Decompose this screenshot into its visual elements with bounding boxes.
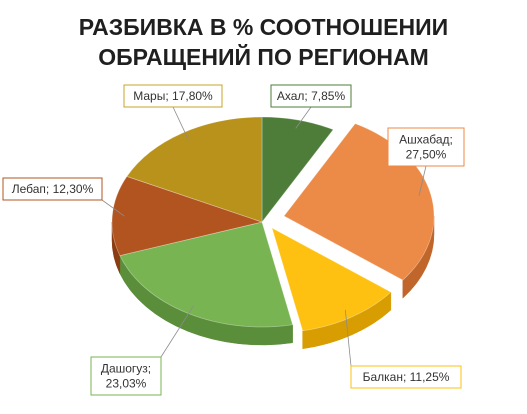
leader-line-5 — [101, 199, 125, 217]
pie-slice-4 — [119, 221, 294, 328]
data-label-6: Мары; 17,80% — [133, 89, 213, 103]
leader-line-1 — [295, 106, 312, 129]
data-label-5: Лебап; 12,30% — [12, 182, 94, 196]
data-label-box-5 — [2, 177, 103, 201]
data-label-2: Ашхабад; 27,50% — [399, 133, 453, 162]
chart-title: РАЗБИВКА В % СООТНОШЕНИИ ОБРАЩЕНИЙ ПО РЕ… — [78, 14, 449, 70]
data-label-3: Балкан; 11,25% — [363, 370, 450, 384]
pie-slice-5 — [111, 175, 264, 257]
data-label-1: Ахал; 7,85% — [277, 89, 346, 103]
pie-slice-6 — [126, 116, 263, 223]
leader-line-6 — [172, 106, 189, 141]
pie-slices — [111, 116, 435, 332]
data-label-4: Дашогуз; 23,03% — [101, 362, 151, 391]
leader-line-4 — [160, 305, 194, 358]
data-label-box-6 — [123, 84, 223, 108]
data-labels: Ахал; 7,85% Ашхабад; 27,50% Балкан; 11,25% Д… — [2, 84, 465, 396]
data-label-box-1 — [270, 84, 352, 108]
pie-slice-1 — [261, 116, 334, 224]
data-label-box-3 — [350, 365, 462, 389]
data-label-box-4 — [90, 356, 162, 396]
leader-line-3 — [344, 309, 352, 367]
pie-slice-3 — [271, 227, 392, 332]
leader-line-2 — [418, 165, 427, 196]
data-label-box-2 — [387, 127, 465, 167]
